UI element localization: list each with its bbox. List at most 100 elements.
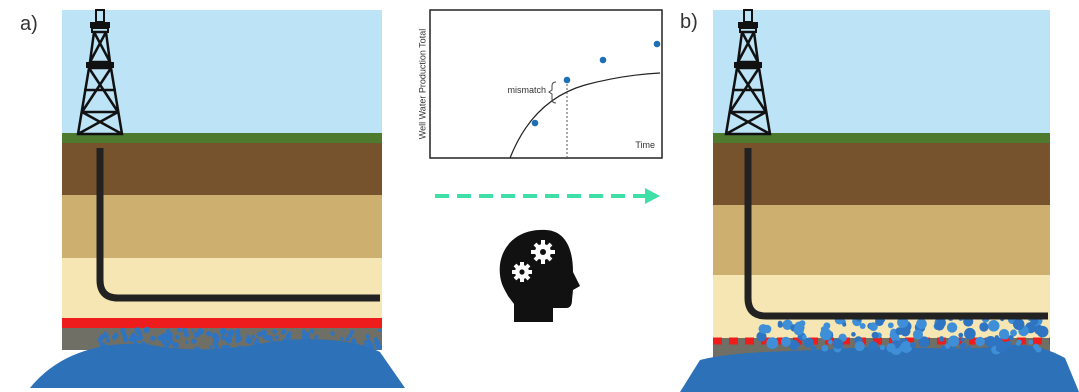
water-bubble (330, 331, 334, 335)
water-bubble (833, 339, 843, 349)
water-bubble (960, 342, 967, 349)
water-bubble (150, 336, 155, 341)
water-bubble (851, 332, 856, 337)
water-bubble (910, 342, 916, 348)
water-bubble (821, 345, 828, 352)
water-bubble (759, 324, 769, 334)
water-bubble (237, 336, 242, 341)
sand-layer (713, 205, 1050, 275)
water-bubble (281, 331, 285, 335)
water-bubble (124, 338, 127, 341)
water-bubble (246, 337, 253, 344)
water-bubble (113, 333, 118, 338)
thinking-head-icon (500, 230, 580, 322)
water-bubble (1010, 329, 1017, 336)
water-bubble (134, 327, 140, 333)
water-bubble (364, 340, 368, 344)
water-bubble (967, 346, 971, 350)
panel-label: a) (20, 13, 38, 35)
water-bubble (213, 335, 219, 341)
water-bubble (185, 341, 188, 344)
water-bubble (220, 328, 227, 335)
water-bubble (227, 332, 233, 338)
water-bubble (802, 335, 807, 340)
chart-frame (430, 10, 662, 158)
water-bubble (144, 327, 150, 333)
water-bubble (828, 340, 833, 345)
water-bubble (941, 346, 946, 351)
water-bubble (948, 335, 959, 346)
water-bubble (314, 335, 318, 339)
water-bubble (106, 339, 110, 343)
water-bubble (209, 345, 212, 348)
water-bubble (161, 339, 166, 344)
water-bubble (842, 323, 846, 327)
water-bubble (979, 322, 988, 331)
water-bubble (272, 329, 277, 334)
water-bubble (350, 330, 355, 335)
annotation: mismatch (507, 85, 546, 95)
water-bubble (162, 334, 167, 339)
water-bubble (251, 335, 255, 339)
water-bubble (985, 336, 996, 347)
soil-layer (62, 143, 382, 195)
water-bubble (301, 330, 306, 335)
water-bubble (811, 346, 817, 352)
water-bubble (263, 334, 269, 340)
seal-layer (62, 318, 382, 328)
water-bubble (131, 333, 136, 338)
water-bubble (206, 331, 212, 337)
water-bubble (1028, 340, 1033, 345)
water-bubble (913, 329, 923, 339)
y-axis-label: Well Water Production Total (417, 29, 427, 139)
water-bubble (340, 337, 343, 340)
clay-layer (62, 258, 382, 318)
water-bubble (997, 341, 1007, 351)
soil-layer (713, 143, 1050, 205)
water-bubble (301, 335, 304, 338)
water-bubble (939, 336, 945, 342)
water-bubble (1017, 340, 1022, 345)
panel-b: b) (680, 10, 1079, 392)
water-bubble (964, 328, 976, 340)
water-bubble (999, 329, 1009, 339)
water-bubble (1038, 331, 1042, 335)
x-axis-label: Time (635, 140, 655, 150)
water-bubble (975, 337, 985, 347)
water-bubble (184, 332, 189, 337)
water-bubble (269, 336, 272, 339)
water-bubble (378, 329, 381, 332)
water-bubble (177, 328, 182, 333)
water-bubble (958, 333, 963, 338)
water-bubble (191, 329, 194, 332)
water-bubble (916, 319, 927, 330)
water-bubble (274, 335, 278, 339)
water-bubble (880, 345, 885, 350)
water-bubble (888, 322, 894, 328)
transition-arrow (435, 188, 660, 204)
water-bubble (191, 338, 196, 343)
water-bubble (226, 337, 233, 344)
water-bubble (886, 343, 895, 352)
water-bubble (820, 328, 832, 340)
panel-a: a) (20, 10, 405, 388)
water-bubble (99, 341, 102, 344)
sand-layer (62, 195, 382, 258)
water-bubble (960, 337, 964, 341)
water-bubble (794, 325, 804, 335)
water-bubble (347, 335, 351, 339)
water-bubble (194, 332, 200, 338)
water-bubble (778, 322, 783, 327)
water-bubble (166, 331, 173, 338)
water-bubble (310, 329, 315, 334)
water-bubble (103, 332, 107, 336)
water-bubble (855, 341, 865, 351)
inset-chart: Well Water Production Total Time mismatc… (417, 10, 662, 158)
diagram: a) Well Water Production Total Time mism… (0, 0, 1079, 392)
water-bubble (947, 322, 957, 332)
water-bubble (220, 335, 225, 340)
water-bubble (365, 334, 370, 339)
water-bubble (766, 337, 778, 349)
water-bubble (900, 341, 912, 353)
water-bubble (872, 332, 879, 339)
